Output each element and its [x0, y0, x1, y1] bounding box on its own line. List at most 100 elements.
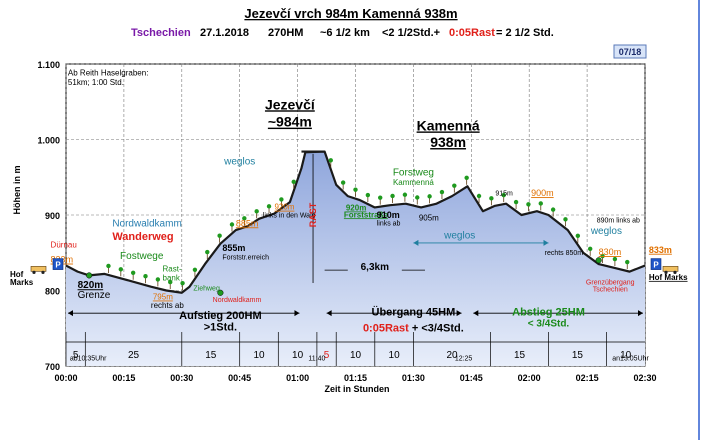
annotation-12: Ziehweg	[193, 286, 220, 293]
tree-icon-19	[365, 192, 371, 203]
page-badge: 07/18	[619, 47, 642, 57]
tree-icon-2	[130, 270, 136, 280]
annotation-21: 920m	[274, 203, 294, 212]
annotation-18: Dürnau	[51, 240, 77, 249]
tree-icon-28	[476, 193, 482, 203]
annotation-45: 6,3km	[361, 262, 389, 273]
axes: Höhen in m Zeit in Stunden 700 800 900 1.00…	[12, 60, 657, 394]
x-tick-label-6: 01:30	[402, 373, 425, 383]
markers: RAST P P	[30, 153, 679, 296]
annotation-54: an13:05Uhr	[612, 356, 649, 363]
car-icon-0	[30, 266, 47, 272]
chart-header: Jezevčí vrch 984m Kamenná 938m Tschechie…	[131, 6, 647, 59]
annotation-40: Tschechien	[593, 286, 628, 293]
car-icon-1	[662, 266, 679, 272]
page-badge-box	[613, 44, 647, 59]
tree-icon-11	[242, 216, 247, 226]
tree-icon-12	[254, 209, 259, 219]
time-segments: 5 25 15 10 10 5 10 10 20 15 15 10	[65, 239, 645, 366]
segment-label-0: 5	[73, 350, 79, 361]
annotation-20: 885m	[236, 218, 259, 228]
annotation-37: rechts 850m	[545, 250, 584, 257]
tree-icon-34	[550, 207, 556, 217]
waypoint-dot-1	[217, 289, 224, 296]
tree-icon-16	[328, 158, 333, 168]
annotation-5: 938m	[430, 134, 466, 150]
segment-label-9: 15	[514, 350, 526, 361]
x-tick-label-1: 00:15	[112, 373, 135, 383]
tree-icon-29	[489, 196, 494, 206]
segment-label-5: 5	[324, 350, 330, 361]
annotation-44: Marks	[10, 278, 34, 287]
parking-sign-0	[52, 258, 64, 270]
annotation-24: Forststr.erreich	[222, 255, 269, 262]
annotation-48: Übergang 45HM	[372, 305, 456, 318]
annotation-32: 915m	[495, 190, 513, 197]
total-label: = 2 1/2 Std.	[496, 27, 554, 39]
segment-label-8: 20	[446, 350, 458, 361]
annotation-3: ~984m	[268, 114, 312, 130]
tree-icon-38	[600, 253, 605, 264]
tree-icon-4	[155, 277, 161, 287]
annotation-49: Abstieg 25HM	[512, 306, 585, 318]
y-tick-label-3: 1.000	[37, 136, 60, 146]
hm-label: 270HM	[268, 27, 303, 39]
tree-icon-26	[452, 183, 457, 193]
profile-area	[65, 150, 646, 366]
tree-icon-21	[390, 193, 395, 203]
x-tick-label-2: 00:30	[170, 373, 193, 383]
tree-icon-27	[464, 175, 469, 185]
annotation-7: Nordwaldkamm	[112, 218, 181, 229]
annotation-9: Fostwege	[120, 251, 164, 262]
car-wheel-rear-0	[41, 270, 45, 274]
tree-icon-31	[513, 199, 519, 210]
x-tick-label-4: 01:00	[286, 373, 309, 383]
annotation-53: 12:25	[455, 356, 473, 363]
tree-icon-36	[575, 233, 581, 243]
y-axis-label: Höhen in m	[12, 166, 22, 215]
tree-icon-22	[402, 192, 408, 202]
parking-sign-letter-1: P	[653, 261, 659, 270]
tree-icon-8	[205, 249, 210, 260]
annotation-29: 910m	[377, 210, 400, 220]
uebergang-time-label: 0:05Rast + <3/4Std.	[363, 322, 464, 334]
date-label: 27.1.2018	[200, 27, 249, 39]
region-label: Tschechien	[131, 27, 191, 39]
tree-icon-7	[192, 267, 198, 277]
tree-icon-9	[217, 233, 222, 243]
tree-icon-17	[340, 180, 346, 190]
tree-icon-40	[625, 259, 630, 270]
tree-icon-30	[501, 192, 506, 203]
phase-arrow-head-left-2	[473, 310, 479, 317]
car-wheel-front-0	[32, 270, 36, 274]
segment-label-7: 10	[389, 350, 401, 361]
car-wheel-front-1	[664, 270, 668, 274]
annotation-31: 905m	[419, 213, 439, 222]
annotation-42: Hof Marks	[649, 273, 688, 282]
annotation-43: Hof	[10, 270, 24, 279]
segment-label-1: 25	[128, 350, 140, 361]
x-tick-label-0: 00:00	[54, 373, 77, 383]
x-axis-label: Zeit in Stunden	[325, 384, 390, 394]
parking-sign-letter-0: P	[55, 261, 61, 270]
annotation-8: Wanderweg	[112, 231, 173, 243]
annotation-35: weglos	[590, 226, 622, 237]
tree-icon-0	[106, 263, 111, 273]
rast-label: 0:05Rast	[449, 27, 495, 39]
waypoint-dot-0	[86, 272, 93, 279]
time-label: <2 1/2Std.+	[382, 27, 440, 39]
annotation-30: links ab	[377, 221, 401, 228]
tree-icon-23	[415, 195, 420, 205]
phase-arrow-head-left-1	[326, 310, 332, 317]
tree-icon-18	[353, 187, 358, 197]
tree-icon-35	[563, 217, 568, 227]
annotation-16: 820m	[78, 280, 104, 291]
profile-line	[65, 150, 646, 294]
tree-icon-13	[266, 204, 272, 214]
annotation-38: 830m	[599, 247, 622, 257]
tree-icon-37	[587, 246, 593, 256]
annotation-14: 795m	[153, 293, 173, 302]
y-tick-label-0: 700	[45, 362, 60, 372]
annotation-28: Kammenná	[393, 178, 434, 187]
